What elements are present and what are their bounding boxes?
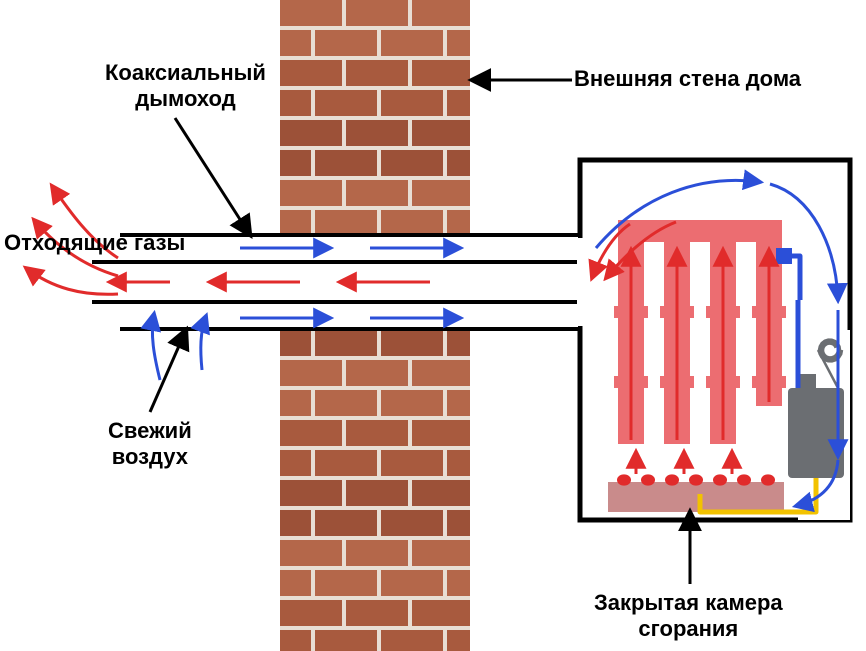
- diagram-stage: Коаксиальный дымоход Внешняя стена дома …: [0, 0, 866, 651]
- label-fresh-air: Свежий воздух: [108, 418, 192, 471]
- label-coaxial-flue-l1: Коаксиальный: [105, 60, 266, 85]
- label-coaxial-flue: Коаксиальный дымоход: [105, 60, 266, 113]
- label-outer-wall: Внешняя стена дома: [574, 66, 801, 92]
- label-fresh-air-l2: воздух: [112, 444, 188, 469]
- label-fresh-air-l1: Свежий: [108, 418, 192, 443]
- label-closed-chamber-l1: Закрытая камера: [594, 590, 783, 615]
- label-closed-chamber-l2: сгорания: [638, 616, 738, 641]
- label-coaxial-flue-l2: дымоход: [135, 86, 235, 111]
- label-exhaust-gases: Отходящие газы: [4, 230, 185, 256]
- label-closed-chamber: Закрытая камера сгорания: [594, 590, 783, 643]
